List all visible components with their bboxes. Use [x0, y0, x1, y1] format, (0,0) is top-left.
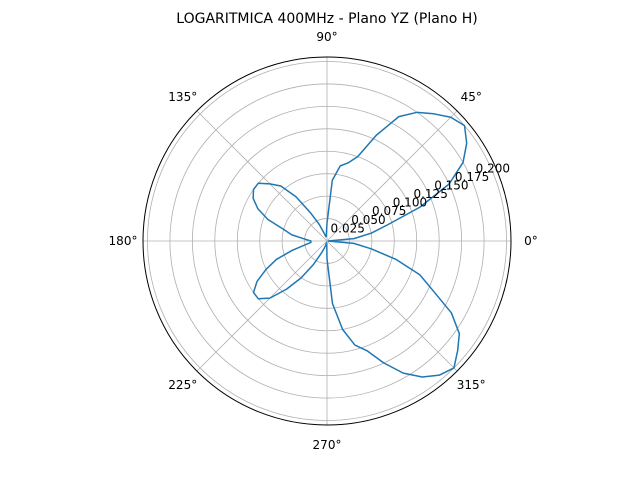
- theta-tick-label: 315°: [457, 378, 486, 392]
- theta-tick-label: 90°: [316, 30, 337, 44]
- theta-tick-label: 270°: [313, 438, 342, 452]
- polar-frame: [142, 56, 512, 426]
- angular-gridline-3: [196, 110, 328, 242]
- radial-tick-label: 0.050: [351, 213, 385, 227]
- angular-grid: [143, 57, 511, 425]
- theta-tick-label: 0°: [524, 234, 538, 248]
- angular-gridline-5: [196, 240, 328, 372]
- angular-gridline-7: [326, 240, 458, 372]
- theta-tick-label: 135°: [168, 90, 197, 104]
- chart-title: LOGARITMICA 400MHz - Plano YZ (Plano H): [176, 11, 477, 27]
- radial-tick-label: 0.175: [455, 170, 489, 184]
- angular-gridline-1: [326, 110, 458, 242]
- radial-tick-label: 0.150: [434, 178, 468, 192]
- theta-tick-label: 45°: [461, 90, 482, 104]
- theta-tick-label: 225°: [168, 378, 197, 392]
- series-line-0: [252, 111, 468, 378]
- series-group: [252, 111, 468, 378]
- radial-tick-label: 0.075: [372, 204, 406, 218]
- radial-tick-label: 0.025: [331, 221, 365, 235]
- theta-tick-label: 180°: [109, 234, 138, 248]
- radial-tick-label: 0.200: [476, 161, 510, 175]
- radial-tick-label: 0.100: [393, 196, 427, 210]
- radial-tick-label: 0.125: [413, 187, 447, 201]
- theta-tick-labels: 0° 45° 90° 135° 180° 225° 270° 315°: [109, 30, 538, 452]
